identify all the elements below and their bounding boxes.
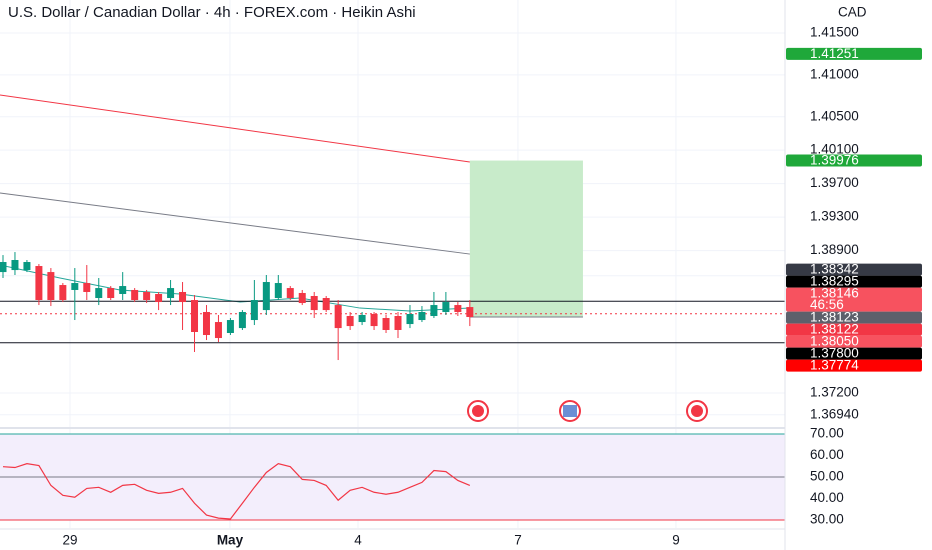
candle-body [358, 315, 366, 323]
moving-average [0, 264, 470, 312]
price-badge [786, 335, 922, 348]
y-tick-label: 1.39300 [810, 209, 859, 224]
event-icons [467, 400, 708, 422]
plot [0, 94, 785, 520]
candle-body [334, 305, 342, 329]
price-badge-label: 1.38342 [810, 262, 859, 277]
x-tick-label: May [217, 533, 244, 548]
candle-body [11, 260, 19, 271]
price-badge [786, 323, 922, 336]
grid [0, 0, 785, 528]
candle-body [322, 298, 330, 311]
event-icon [563, 405, 577, 417]
price-badge-label: 1.37800 [810, 346, 859, 361]
candle-body [346, 316, 354, 327]
rsi-line [2, 462, 471, 520]
candle-body [466, 307, 474, 318]
candle-body [394, 316, 402, 330]
event-icon [472, 405, 484, 417]
x-tick-label: 7 [514, 533, 522, 548]
candle-body [23, 262, 31, 271]
candle-body [226, 320, 234, 334]
candle-body [238, 311, 246, 329]
x-tick-label: 29 [63, 533, 78, 548]
price-badge-label: 1.38050 [810, 334, 859, 349]
candle-body [310, 296, 318, 311]
rsi-tick-label: 40.00 [810, 490, 844, 505]
candle-body [107, 288, 115, 299]
price-badge [786, 263, 922, 276]
price-badge [786, 347, 922, 360]
candle-body [155, 293, 163, 303]
price-badge [786, 275, 922, 288]
currency-label: CAD [838, 5, 867, 20]
countdown: 46:56 [810, 297, 844, 312]
y-tick-label: 1.40500 [810, 108, 859, 123]
candle-body [119, 286, 127, 294]
candle-body [167, 288, 175, 299]
moving-average [0, 94, 470, 163]
candle-body [131, 289, 139, 301]
rsi-tick-label: 70.00 [810, 426, 844, 441]
candle-body [286, 288, 294, 299]
candle-body [430, 305, 438, 317]
candle-body [71, 283, 79, 290]
price-badge-label: 1.38146 [810, 286, 859, 301]
y-tick-label: 1.37200 [810, 385, 859, 400]
price-badge [786, 47, 922, 60]
candle-body [406, 313, 414, 325]
y-tick-label: 1.39700 [810, 175, 859, 190]
price-badge [786, 287, 922, 312]
y-tick-label: 1.40100 [810, 142, 859, 157]
candle-body [454, 305, 462, 312]
chart-title: U.S. Dollar / Canadian Dollar · 4h · FOR… [8, 4, 416, 21]
y-tick-label: 1.41500 [810, 25, 859, 40]
x-tick-label: 9 [672, 533, 680, 548]
y-tick-label: 1.38900 [810, 242, 859, 257]
price-badge-label: 1.39976 [810, 153, 859, 168]
price-badge [786, 154, 922, 167]
pane-divider [0, 427, 785, 429]
candle-body [382, 318, 390, 330]
price-badge-label: 1.38123 [810, 310, 859, 325]
candle-body [262, 282, 270, 311]
candle-body [83, 283, 91, 292]
candle-body [179, 291, 187, 303]
position-box [469, 160, 583, 318]
candle-body [143, 291, 151, 301]
candle-body [214, 322, 222, 339]
candle-body [47, 272, 55, 301]
candle-body [250, 300, 258, 321]
price-badge [786, 359, 922, 372]
price-badge-label: 1.37774 [810, 358, 859, 373]
candle-body [0, 262, 7, 273]
candle-body [418, 311, 426, 321]
candle-body [59, 285, 67, 301]
price-badge [786, 311, 922, 324]
rsi-tick-label: 30.00 [810, 512, 844, 527]
moving-average [0, 192, 470, 255]
price-badge-label: 1.41251 [810, 46, 859, 61]
y-tick-label: 1.36940 [810, 406, 859, 421]
candle-body [202, 311, 210, 336]
candle-body [35, 266, 43, 301]
rsi-tick-label: 60.00 [810, 447, 844, 462]
candle-body [191, 300, 199, 332]
x-tick-label: 4 [354, 533, 362, 548]
rsi-tick-label: 50.00 [810, 469, 844, 484]
event-icon [691, 405, 703, 417]
candle-body [370, 313, 378, 327]
candle-body [298, 292, 306, 304]
candle-body [442, 302, 450, 312]
price-badge-label: 1.38122 [810, 322, 859, 337]
price-badge-label: 1.38295 [810, 274, 859, 289]
candle-body [95, 288, 103, 299]
y-tick-label: 1.41000 [810, 66, 859, 81]
candle-body [274, 283, 282, 299]
